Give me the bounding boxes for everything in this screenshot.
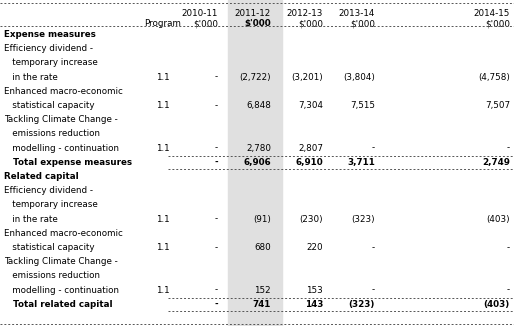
Text: statistical capacity: statistical capacity (4, 101, 95, 110)
Text: 1.1: 1.1 (156, 215, 170, 224)
Text: -: - (372, 286, 375, 295)
Text: Program: Program (144, 19, 181, 28)
Text: 1.1: 1.1 (156, 73, 170, 82)
Text: 2011-12: 2011-12 (235, 9, 271, 18)
Text: $'000: $'000 (244, 19, 271, 28)
Text: 153: 153 (306, 286, 323, 295)
Text: emissions reduction: emissions reduction (4, 272, 100, 280)
Text: (403): (403) (486, 215, 510, 224)
Text: -: - (214, 158, 218, 167)
Text: temporary increase: temporary increase (4, 200, 98, 209)
Text: temporary increase: temporary increase (4, 58, 98, 67)
Text: 2012-13: 2012-13 (287, 9, 323, 18)
Text: 2,780: 2,780 (246, 143, 271, 153)
Text: 1.1: 1.1 (156, 243, 170, 252)
Text: -: - (372, 143, 375, 153)
Text: $'000: $'000 (485, 19, 510, 28)
Text: 152: 152 (254, 286, 271, 295)
Text: 1.1: 1.1 (156, 143, 170, 153)
Text: (323): (323) (348, 300, 375, 309)
Text: Efficiency dividend -: Efficiency dividend - (4, 186, 93, 195)
Text: Efficiency dividend -: Efficiency dividend - (4, 44, 93, 53)
Text: Total expense measures: Total expense measures (4, 158, 132, 167)
Text: emissions reduction: emissions reduction (4, 129, 100, 139)
Text: (4,758): (4,758) (478, 73, 510, 82)
Text: 741: 741 (252, 300, 271, 309)
Text: 2,807: 2,807 (298, 143, 323, 153)
Text: (3,804): (3,804) (343, 73, 375, 82)
Text: 7,507: 7,507 (485, 101, 510, 110)
Bar (228, 0, 282, 326)
Text: Total related capital: Total related capital (4, 300, 113, 309)
Text: -: - (215, 73, 218, 82)
Text: Related capital: Related capital (4, 172, 79, 181)
Text: (323): (323) (352, 215, 375, 224)
Text: 1.1: 1.1 (156, 286, 170, 295)
Text: $'000: $'000 (193, 19, 218, 28)
Text: (91): (91) (253, 215, 271, 224)
Text: statistical capacity: statistical capacity (4, 243, 95, 252)
Text: 1.1: 1.1 (156, 101, 170, 110)
Text: modelling - continuation: modelling - continuation (4, 286, 119, 295)
Text: Enhanced macro-economic: Enhanced macro-economic (4, 229, 123, 238)
Text: Tackling Climate Change -: Tackling Climate Change - (4, 257, 118, 266)
Text: 2014-15: 2014-15 (473, 9, 510, 18)
Text: -: - (215, 143, 218, 153)
Text: -: - (215, 215, 218, 224)
Text: -: - (507, 143, 510, 153)
Text: 2010-11: 2010-11 (181, 9, 218, 18)
Text: $'000: $'000 (350, 19, 375, 28)
Text: 7,515: 7,515 (350, 101, 375, 110)
Text: -: - (215, 101, 218, 110)
Text: -: - (507, 286, 510, 295)
Text: 7,304: 7,304 (298, 101, 323, 110)
Text: 220: 220 (306, 243, 323, 252)
Text: -: - (372, 243, 375, 252)
Text: (2,722): (2,722) (240, 73, 271, 82)
Text: in the rate: in the rate (4, 215, 58, 224)
Text: 143: 143 (305, 300, 323, 309)
Text: 2013-14: 2013-14 (339, 9, 375, 18)
Text: 3,711: 3,711 (347, 158, 375, 167)
Text: -: - (215, 286, 218, 295)
Text: -: - (507, 243, 510, 252)
Text: (3,201): (3,201) (291, 73, 323, 82)
Text: Expense measures: Expense measures (4, 30, 96, 39)
Text: $'000: $'000 (298, 19, 323, 28)
Text: -: - (215, 243, 218, 252)
Text: Tackling Climate Change -: Tackling Climate Change - (4, 115, 118, 124)
Text: 6,910: 6,910 (295, 158, 323, 167)
Text: Enhanced macro-economic: Enhanced macro-economic (4, 87, 123, 96)
Text: -: - (214, 300, 218, 309)
Text: in the rate: in the rate (4, 73, 58, 82)
Text: 680: 680 (254, 243, 271, 252)
Text: 6,848: 6,848 (246, 101, 271, 110)
Text: (230): (230) (299, 215, 323, 224)
Text: (403): (403) (484, 300, 510, 309)
Text: 6,906: 6,906 (243, 158, 271, 167)
Text: modelling - continuation: modelling - continuation (4, 143, 119, 153)
Text: 2,749: 2,749 (482, 158, 510, 167)
